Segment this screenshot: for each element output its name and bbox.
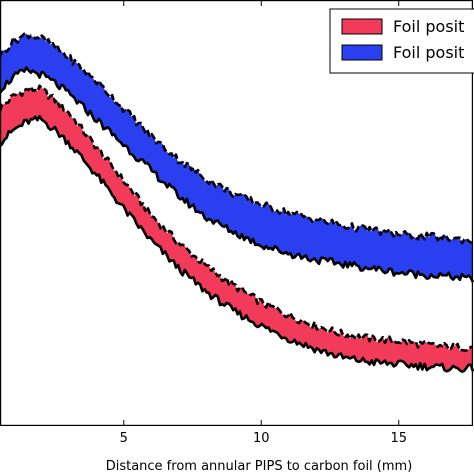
x-axis-label: Distance from annular PIPS to carbon foi… <box>106 459 413 474</box>
x-tick-label: 10 <box>253 431 270 446</box>
plot-frame <box>0 0 473 426</box>
data-bands <box>0 32 474 373</box>
band-lower-edge-1 <box>0 66 474 283</box>
legend-swatch <box>341 44 383 61</box>
band-area-0 <box>0 85 473 372</box>
legend-label: Foil posit <box>393 43 464 62</box>
x-tick-label: 5 <box>120 431 128 446</box>
legend-label: Foil posit <box>393 17 464 36</box>
legend-swatch <box>341 18 383 35</box>
band-lower-edge-0 <box>0 115 474 373</box>
band-upper-edge-1 <box>0 32 474 245</box>
legend: Foil posit Foil posit <box>329 8 474 74</box>
band-upper-edge-0 <box>0 84 473 352</box>
x-tick-label: 15 <box>390 431 407 446</box>
